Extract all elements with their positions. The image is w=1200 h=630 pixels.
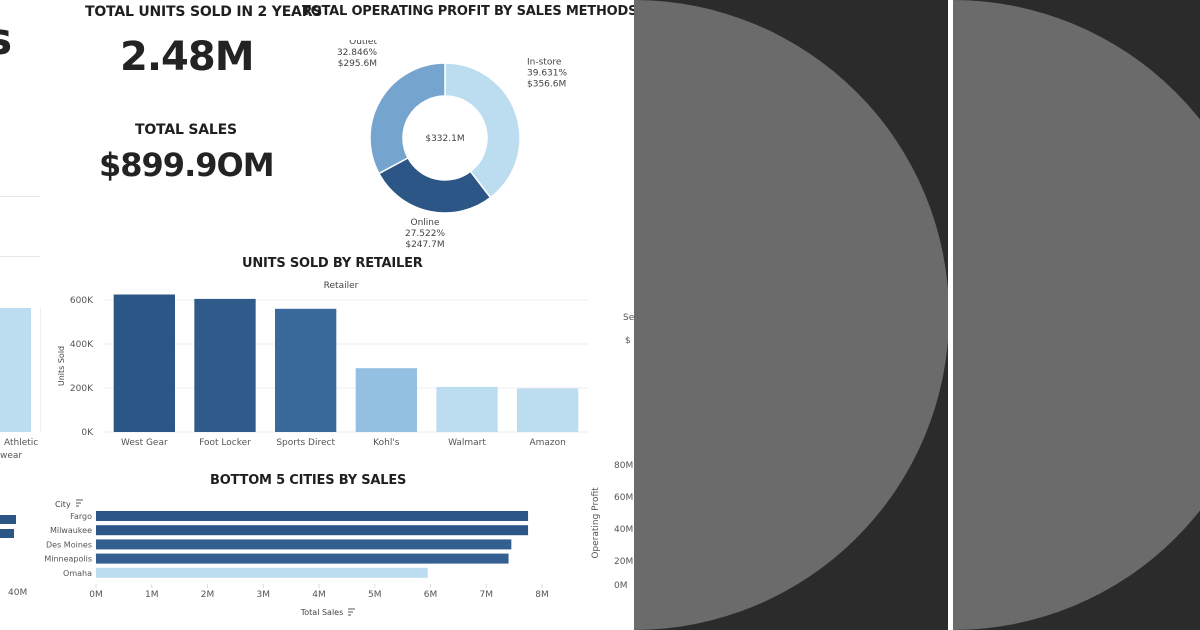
- donut-value-outlet: $295.6M: [338, 59, 377, 69]
- x-tick-label: Foot Locker: [199, 438, 251, 448]
- donut-value-online: $247.7M: [405, 240, 444, 250]
- x-tick-label: 2M: [201, 590, 215, 600]
- retailer-chart-title: UNITS SOLD BY RETAILER: [242, 256, 423, 271]
- x-tick-label: 1M: [145, 590, 159, 600]
- donut-slice-instore: [444, 62, 521, 199]
- retailer-bar-chart: Retailer 0K 200K 400K 600K Units Sold West Gea…: [57, 281, 588, 448]
- x-tick-label: 5M: [368, 590, 382, 600]
- cropped-bar: [0, 308, 31, 432]
- panel-separator: [948, 0, 953, 630]
- bar: [275, 308, 337, 432]
- y-axis-label: City: [55, 500, 71, 509]
- donut-label-instore: In-store: [527, 57, 562, 67]
- x-tick-label: Amazon: [529, 438, 565, 448]
- bar: [96, 553, 509, 564]
- sort-icon: [348, 608, 355, 616]
- cropped-axis-line: [40, 308, 41, 432]
- total-sales-title: TOTAL SALES: [135, 122, 237, 138]
- donut-center-label: $332.1M: [425, 134, 464, 144]
- donut-percent-outlet: 32.846%: [337, 48, 377, 58]
- donut-slice-online: [377, 156, 492, 214]
- y-tick-label: Omaha: [63, 569, 92, 578]
- bar: [355, 368, 417, 432]
- bar: [113, 294, 175, 432]
- cropped-hbar: [0, 529, 14, 538]
- axis-tick: 0M: [614, 581, 628, 591]
- x-tick-label: West Gear: [121, 438, 168, 448]
- x-tick-label: Kohl's: [373, 438, 400, 448]
- y-tick-label: 0K: [81, 428, 94, 438]
- x-tick-label: 8M: [535, 590, 549, 600]
- axis-tick: 80M: [614, 461, 634, 471]
- y-tick-label: 600K: [70, 296, 94, 306]
- gray-circle-left: [634, 0, 948, 630]
- axis-tick: 20M: [614, 557, 634, 567]
- y-axis-label: Units Sold: [57, 346, 66, 386]
- gray-circle-shape: [953, 0, 1200, 630]
- divider-line: [0, 256, 40, 257]
- y-tick-label: Fargo: [70, 512, 92, 521]
- retailer-subtitle: Retailer: [324, 281, 359, 291]
- gray-circle-shape: [634, 0, 948, 630]
- y-tick-label: Milwaukee: [50, 526, 92, 535]
- y-tick-label: 400K: [70, 340, 94, 350]
- x-tick-label: Walmart: [448, 438, 486, 448]
- x-tick-label: 3M: [257, 590, 271, 600]
- divider-line: [0, 196, 40, 197]
- y-tick-label: Minneapolis: [44, 555, 92, 564]
- cropped-label-dollar: $: [625, 336, 631, 346]
- sort-icon: [76, 499, 83, 507]
- cropped-big-letter: s: [0, 14, 12, 65]
- total-sales-value: $899.9OM: [99, 146, 275, 184]
- bar: [517, 388, 579, 432]
- donut-slice-outlet: [369, 62, 446, 175]
- x-tick-label: 7M: [480, 590, 494, 600]
- bar: [96, 567, 428, 578]
- units-sold-value: 2.48M: [120, 34, 254, 80]
- donut-percent-instore: 39.631%: [527, 68, 567, 78]
- x-tick-label: 0M: [89, 590, 103, 600]
- operating-profit-axis-label: Operating Profit: [591, 487, 601, 559]
- bar: [96, 511, 529, 521]
- cropped-hbar: [0, 515, 16, 524]
- units-sold-title: TOTAL UNITS SOLD IN 2 YEARS: [85, 4, 323, 20]
- donut-percent-online: 27.522%: [405, 229, 445, 239]
- axis-tick: 40M: [614, 525, 634, 535]
- x-tick-label: 6M: [424, 590, 438, 600]
- cropped-category-label: wear: [0, 451, 23, 461]
- x-tick-label: 4M: [312, 590, 326, 600]
- donut-label-online: Online: [410, 218, 439, 228]
- donut-label-outlet: Outlet: [349, 40, 377, 47]
- axis-tick: 60M: [614, 493, 634, 503]
- donut-value-instore: $356.6M: [527, 79, 566, 89]
- bar: [194, 298, 256, 432]
- cities-bar-chart: City Fargo Milwaukee Des Moines Minneapolis O…: [44, 499, 549, 617]
- donut-chart-title: TOTAL OPERATING PROFIT BY SALES METHODS: [302, 4, 638, 19]
- x-tick-label: Sports Direct: [276, 438, 335, 448]
- cities-chart-title: BOTTOM 5 CITIES BY SALES: [210, 473, 407, 488]
- cropped-label-se: Se: [623, 313, 635, 323]
- cropped-axis-tick: 40M: [8, 588, 28, 598]
- bar: [96, 539, 512, 550]
- bar: [436, 386, 498, 432]
- cropped-category-label: Athletic: [4, 438, 39, 448]
- y-tick-label: Des Moines: [46, 540, 92, 549]
- x-axis-label: Total Sales: [300, 608, 344, 617]
- gray-circle-right: [953, 0, 1200, 630]
- y-tick-label: 200K: [70, 384, 94, 394]
- bar: [96, 525, 529, 536]
